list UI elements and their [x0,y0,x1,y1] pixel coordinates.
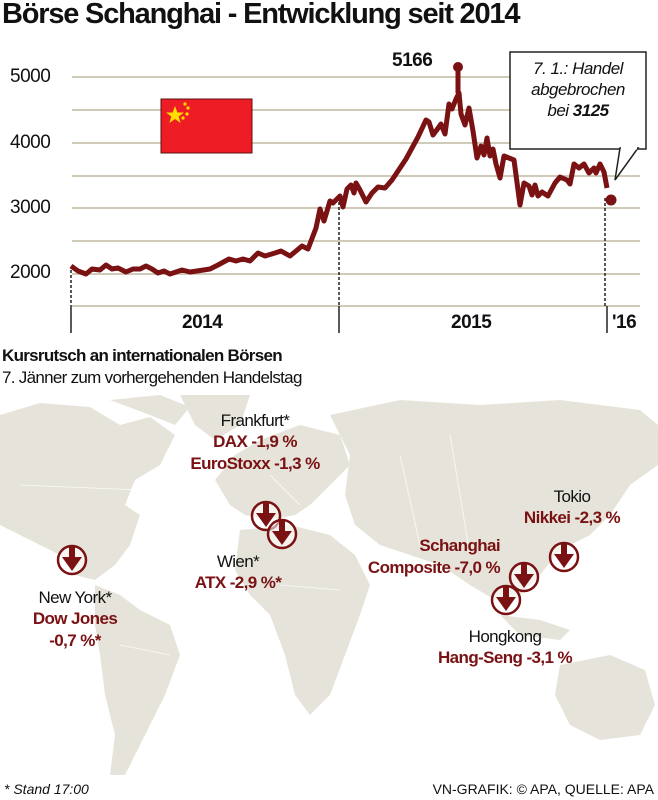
index-atx: ATX -2,9 %* [194,573,282,592]
callout-box [509,51,647,181]
market-tokio: Tokio Nikkei -2,3 % [512,487,632,529]
peak-label: 5166 [392,50,433,71]
index-dax: DAX -1,9 % [213,432,297,451]
city-schanghai: Schanghai [419,536,500,555]
callout-prefix: bei [547,101,573,120]
map-subheading: 7. Jänner zum vorhergehenden Handelstag [2,368,302,387]
map-heading: Kursrutsch an internationalen Börsen [2,346,283,365]
city-hongkong: Hongkong [468,627,542,646]
callout-line-1: 7. 1.: Handel [533,59,623,78]
city-wien: Wien* [216,552,260,571]
china-flag-icon [160,98,253,154]
market-wien: Wien* ATX -2,9 %* [178,552,298,594]
footnote: * Stand 17:00 [4,781,89,797]
credit: VN-GRAFIK: © APA, QUELLE: APA [432,781,654,797]
line-chart [69,51,647,333]
callout-value: 3125 [572,101,609,120]
y-tick-2000: 2000 [10,262,51,283]
index-hang-seng: Hang-Seng -3,1 % [438,648,573,667]
market-new-york: New York* Dow Jones -0,7 %* [20,588,130,652]
callout-line-3: bei 3125 [512,100,644,121]
market-hongkong: Hongkong Hang-Seng -3,1 % [425,627,585,669]
city-frankfurt: Frankfurt* [220,411,290,430]
index-eurostoxx: EuroStoxx -1,3 % [190,454,320,473]
city-tokio: Tokio [553,487,591,506]
end-point [605,194,617,206]
index-composite: Composite -7,0 % [367,558,501,577]
world-map [0,395,658,775]
market-frankfurt: Frankfurt* DAX -1,9 % EuroStoxx -1,3 % [190,411,320,475]
dotted-markers [70,198,606,306]
y-tick-3000: 3000 [10,197,51,218]
y-tick-4000: 4000 [10,132,51,153]
chart-title: Börse Schanghai - Entwicklung seit 2014 [2,0,520,30]
market-schanghai: Schanghai Composite -7,0 % [330,535,501,579]
x-tick-2014: 2014 [182,312,223,333]
index-nikkei: Nikkei -2,3 % [523,508,621,527]
index-dow-jones-value: -0,7 %* [49,631,101,650]
index-dow-jones: Dow Jones [32,609,118,628]
x-tick-2015: 2015 [451,312,492,333]
y-tick-5000: 5000 [10,66,51,87]
callout-text: 7. 1.: Handel abgebrochen bei 3125 [512,58,644,121]
callout-line-2: abgebrochen [531,80,625,99]
series-line [69,90,610,277]
year-separators [70,306,608,333]
x-tick-2016: '16 [612,312,637,333]
city-new-york: New York* [38,588,112,607]
